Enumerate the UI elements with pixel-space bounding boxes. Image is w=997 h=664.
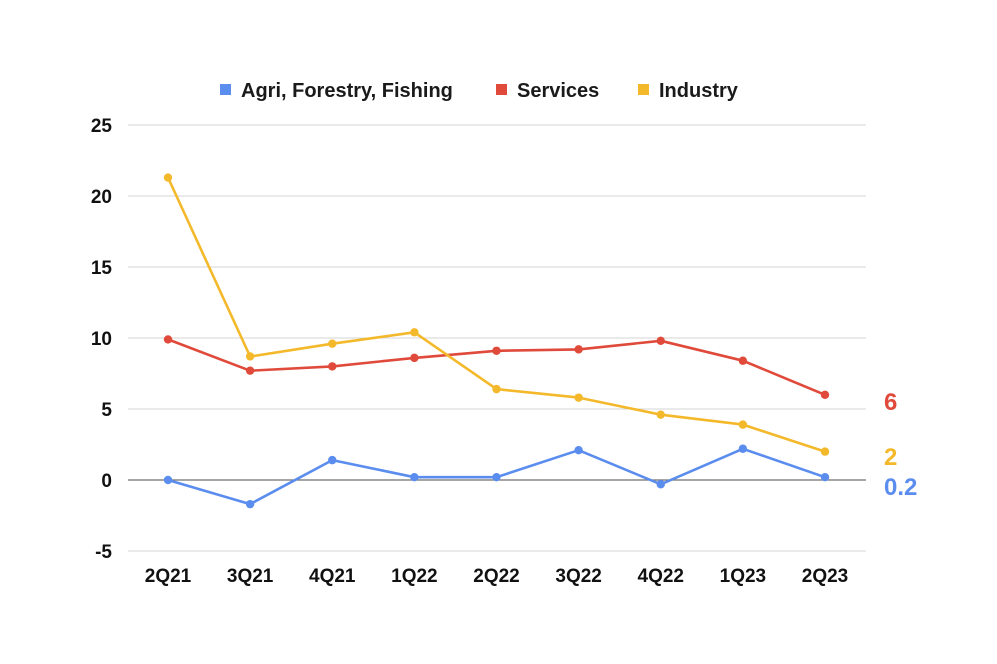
data-point bbox=[410, 328, 419, 337]
data-point bbox=[245, 352, 255, 361]
end-value-label: 0.2 bbox=[884, 474, 917, 501]
data-point bbox=[245, 499, 255, 509]
x-tick-label: 2Q22 bbox=[473, 566, 519, 587]
data-point bbox=[492, 472, 501, 482]
data-point bbox=[163, 335, 173, 344]
data-point bbox=[328, 362, 337, 371]
x-tick-label: 1Q23 bbox=[720, 566, 766, 587]
data-point bbox=[656, 336, 665, 346]
data-point bbox=[574, 445, 583, 455]
y-tick-label: 0 bbox=[101, 471, 112, 492]
data-point bbox=[820, 472, 830, 482]
x-tick-label: 1Q22 bbox=[391, 566, 437, 587]
legend: Agri, Forestry, Fishing Services Industry bbox=[220, 80, 739, 102]
gridlines bbox=[128, 124, 866, 552]
data-point bbox=[163, 173, 173, 182]
data-point bbox=[820, 447, 830, 456]
data-point bbox=[738, 420, 748, 429]
data-point bbox=[656, 480, 665, 489]
data-point bbox=[738, 444, 748, 453]
data-point bbox=[574, 393, 583, 402]
series-line bbox=[166, 176, 827, 453]
data-point bbox=[410, 353, 419, 363]
y-tick-label: 20 bbox=[91, 187, 112, 208]
x-tick-label: 3Q21 bbox=[227, 566, 274, 587]
data-point bbox=[574, 345, 583, 354]
legend-swatch bbox=[638, 84, 649, 95]
end-value-label: 6 bbox=[884, 389, 897, 416]
x-tick-label: 3Q22 bbox=[555, 566, 601, 587]
x-tick-label: 2Q23 bbox=[802, 566, 848, 587]
y-tick-label: 25 bbox=[91, 116, 113, 137]
legend-label: Services bbox=[517, 80, 599, 102]
legend-swatch bbox=[220, 84, 231, 95]
data-point bbox=[738, 356, 748, 365]
data-point bbox=[492, 346, 501, 355]
y-tick-label: -5 bbox=[95, 542, 112, 563]
legend-item: Services bbox=[496, 80, 599, 102]
series-2 bbox=[163, 173, 830, 456]
data-point bbox=[245, 366, 255, 375]
legend-label: Agri, Forestry, Fishing bbox=[241, 80, 453, 102]
end-labels: 0.2 6 2 bbox=[884, 389, 917, 501]
end-value-label: 2 bbox=[884, 444, 897, 471]
legend-swatch bbox=[496, 84, 507, 95]
legend-item: Agri, Forestry, Fishing bbox=[220, 80, 453, 102]
series-lines bbox=[163, 173, 830, 509]
y-tick-label: 5 bbox=[101, 400, 112, 421]
data-point bbox=[410, 472, 419, 482]
series-1 bbox=[163, 335, 830, 399]
series-0 bbox=[163, 444, 830, 509]
data-point bbox=[656, 410, 665, 419]
x-tick-label: 4Q22 bbox=[638, 566, 684, 587]
legend-label: Industry bbox=[659, 80, 739, 102]
legend-item: Industry bbox=[638, 80, 739, 102]
data-point bbox=[163, 475, 173, 485]
y-tick-label: 10 bbox=[91, 329, 112, 350]
x-tick-label: 4Q21 bbox=[309, 566, 356, 587]
data-point bbox=[328, 455, 337, 465]
axes: -5 0 5 10 15 20 25 2Q21 3Q21 4Q21 1Q22 2Q22 3Q22 4Q22… bbox=[91, 116, 848, 587]
data-point bbox=[328, 339, 337, 348]
x-tick-label: 2Q21 bbox=[145, 566, 192, 587]
y-tick-label: 15 bbox=[91, 258, 113, 279]
data-point bbox=[820, 390, 830, 399]
data-point bbox=[492, 384, 501, 394]
